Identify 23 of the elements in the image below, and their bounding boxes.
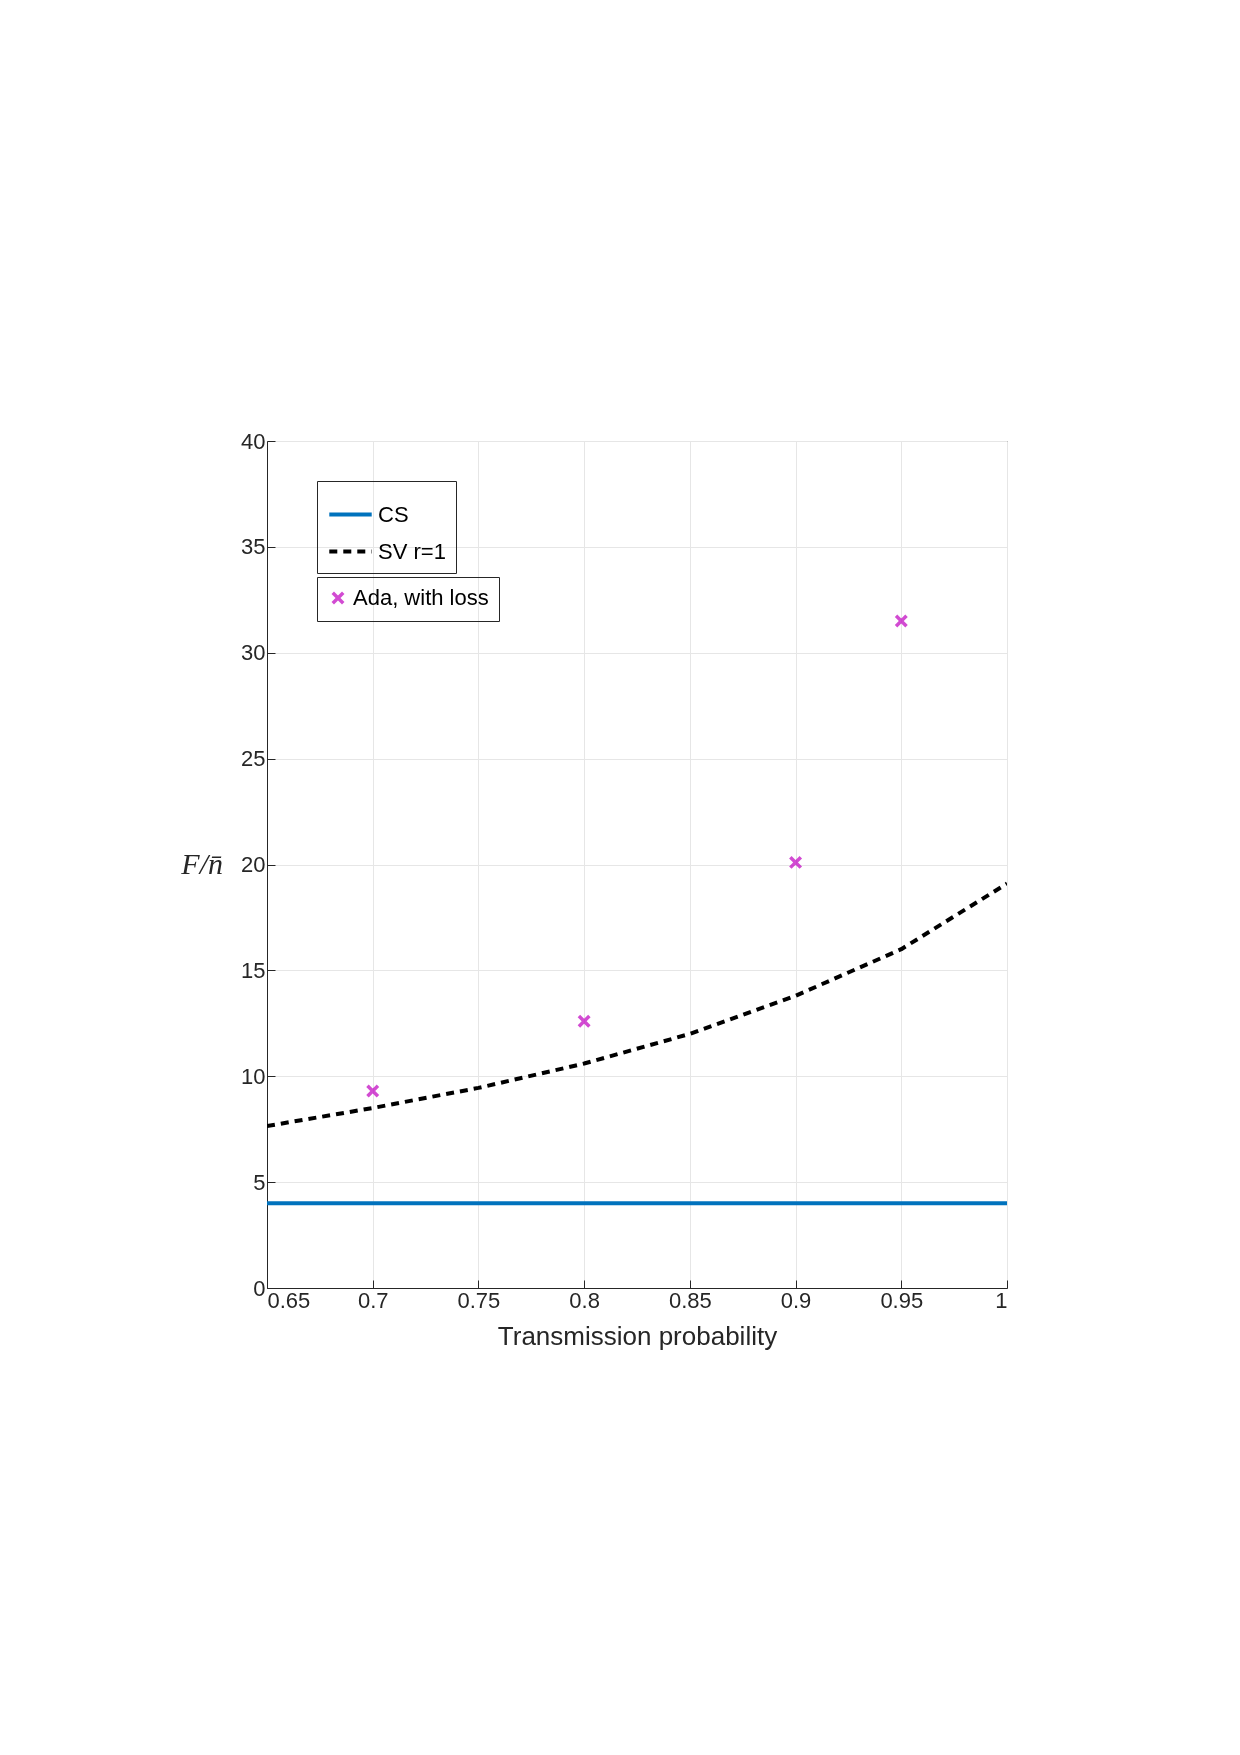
y-tick-label: 40: [241, 428, 266, 454]
y-tick-label: 10: [241, 1063, 266, 1089]
x-tick-label: 0.8: [569, 1287, 600, 1313]
x-axis-title: Transmission probability: [497, 1320, 778, 1351]
x-tick-label: 0.95: [880, 1287, 924, 1313]
y-tick-label: 20: [241, 852, 266, 877]
y-axis-title: F/n̄: [180, 847, 224, 880]
x-tick-label: 0.75: [457, 1287, 501, 1313]
y-tick-label: 15: [241, 957, 266, 983]
legend-label: CS: [378, 501, 409, 527]
y-tick-label: 25: [241, 746, 266, 772]
y-tick-label: 0: [253, 1275, 266, 1301]
x-tick-label: 0.65: [267, 1287, 311, 1313]
x-tick-label: 1: [995, 1287, 1008, 1313]
x-tick-label: 0.85: [668, 1287, 712, 1313]
y-tick-label: 35: [241, 534, 266, 560]
y-tick-label: 30: [241, 640, 266, 666]
y-tick-label: 5: [253, 1169, 266, 1195]
legend-label: SV r=1: [378, 538, 446, 564]
legend-label: Ada, with loss: [353, 585, 489, 610]
x-tick-label: 0.9: [780, 1287, 812, 1313]
x-tick-label: 0.7: [357, 1287, 389, 1313]
line-series: [267, 881, 1007, 1129]
